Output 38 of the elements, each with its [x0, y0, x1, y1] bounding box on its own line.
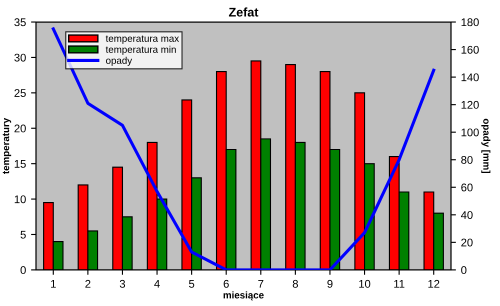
legend-label: temperatura min: [106, 46, 176, 55]
y2-tick-label: 40: [460, 211, 473, 219]
y2-tick-label: 180: [462, 18, 479, 26]
x-tick-label: 10: [359, 280, 370, 288]
y2-tick-label: 100: [462, 128, 479, 136]
y-tick-label: 35: [14, 18, 26, 26]
y-tick-label: 0: [20, 266, 26, 274]
x-tick-label: 12: [428, 280, 440, 288]
x-tick-label: 6: [224, 280, 229, 288]
legend-label: temperatura max: [106, 36, 180, 44]
x-tick-label: 8: [292, 280, 298, 288]
y2-tick-label: 120: [462, 100, 479, 109]
x-tick-label: 4: [154, 280, 160, 288]
x-tick-label: 11: [394, 280, 404, 288]
x-tick-label: 1: [51, 280, 56, 288]
x-tick-label: 5: [188, 280, 194, 288]
y-tick-label: 30: [14, 54, 26, 62]
y2-tick-label: 160: [462, 46, 479, 54]
y-tick-label: 15: [14, 160, 26, 168]
y-tick-label: 10: [14, 195, 26, 204]
x-tick-label: 7: [258, 280, 264, 288]
y2-tick-label: 0: [461, 266, 466, 274]
line-series: [52, 27, 436, 270]
y2-tick-label: 20: [461, 238, 473, 246]
y2-tick-label: 140: [462, 73, 479, 82]
y2-tick-label: 80: [461, 156, 473, 164]
y-tick-label: 25: [14, 89, 26, 97]
x-tick-label: 2: [85, 280, 90, 288]
y-tick-label: 5: [20, 230, 26, 239]
x-tick-label: 9: [327, 280, 333, 288]
chart-title: Zefat: [228, 7, 258, 17]
y-axis-title: temperatury: [2, 118, 12, 174]
y2-tick-label: 60: [461, 184, 473, 192]
legend-label: opady: [106, 56, 132, 66]
y2-axis-title: opady [mm]: [481, 118, 490, 173]
x-tick-label: 3: [120, 280, 126, 288]
y-tick-label: 20: [14, 124, 26, 132]
x-axis-title: miesiące: [224, 291, 264, 300]
